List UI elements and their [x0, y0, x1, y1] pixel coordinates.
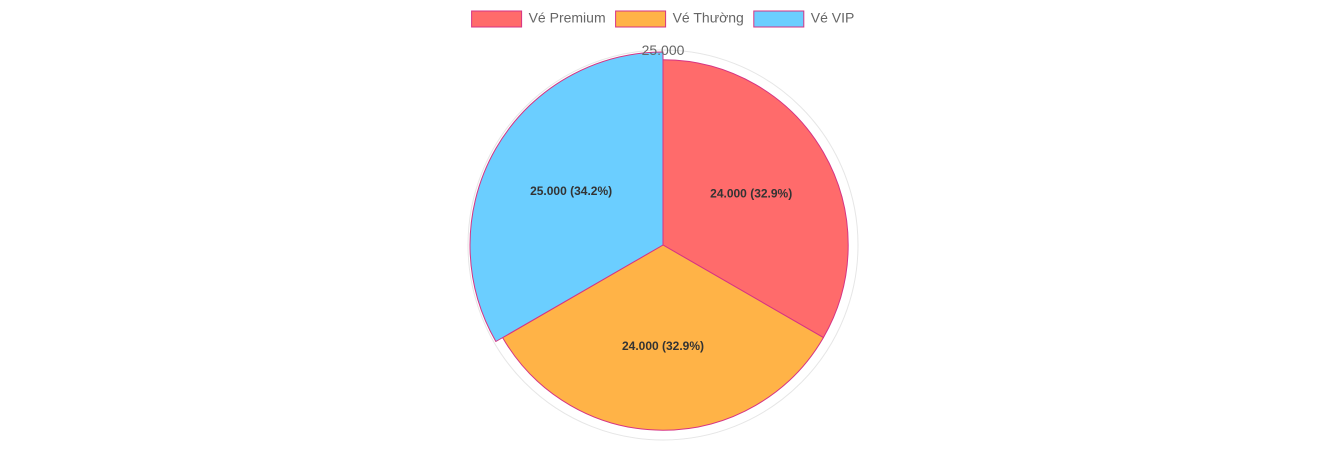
legend-label: Vé VIP — [811, 10, 855, 26]
legend-item-ve-thuong[interactable]: Vé Thường — [615, 10, 744, 28]
slice-label-ve-thuong: 24.000 (32.9%) — [622, 339, 704, 353]
legend-swatch — [615, 10, 667, 28]
legend-label: Vé Thường — [673, 10, 744, 26]
legend-swatch — [753, 10, 805, 28]
legend-item-ve-premium[interactable]: Vé Premium — [471, 10, 606, 28]
radial-tick-label: 25.000 — [642, 42, 685, 58]
slice-label-ve-premium: 24.000 (32.9%) — [710, 186, 792, 200]
legend-swatch — [471, 10, 523, 28]
pie-slice-ve-vip[interactable] — [469, 51, 664, 343]
slice-labels: 24.000 (32.9%) 24.000 (32.9%) 25.000 (34.2… — [530, 184, 792, 353]
pie-slice-ve-premium[interactable] — [662, 59, 849, 339]
pie-slices — [469, 51, 849, 431]
radial-grid-ring — [467, 49, 859, 441]
legend-label: Vé Premium — [529, 10, 606, 26]
slice-label-ve-vip: 25.000 (34.2%) — [530, 184, 612, 198]
legend-item-ve-vip[interactable]: Vé VIP — [753, 10, 855, 28]
legend: Vé Premium Vé Thường Vé VIP — [471, 10, 855, 28]
pie-slice-ve-thuong[interactable] — [501, 244, 825, 431]
